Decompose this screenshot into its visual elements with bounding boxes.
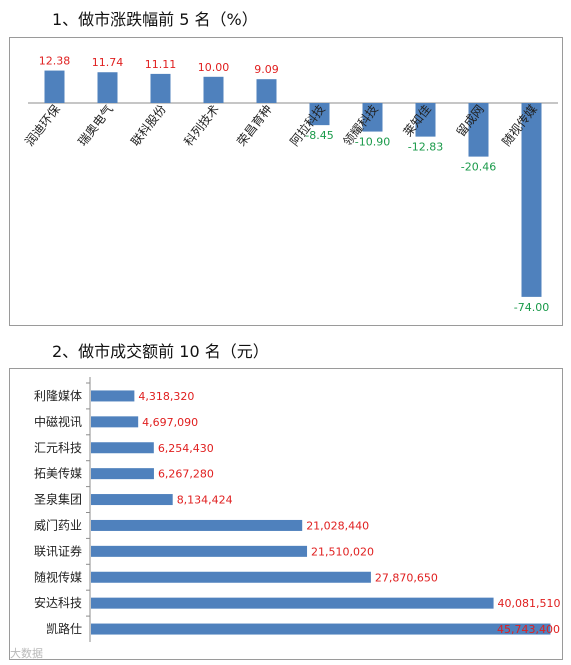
watermark-text: 大数据 bbox=[10, 647, 43, 660]
bar-1 bbox=[91, 390, 135, 402]
chart2-heading: 2、做市成交额前 10 名（元） bbox=[52, 342, 269, 361]
bar-4 bbox=[91, 468, 154, 480]
bar-5 bbox=[256, 79, 277, 103]
turnover-bar-chart: 利隆媒体 4,318,320 中磁视讯 4,697,090 汇元科技 6,254,430 拓… bbox=[34, 377, 561, 642]
category-label-5: 荣昌育种 bbox=[233, 102, 274, 149]
value-label-5: 8,134,424 bbox=[177, 494, 233, 507]
bar-8 bbox=[91, 571, 371, 583]
category-label-1: 利隆媒体 bbox=[34, 388, 82, 403]
chart1-frame: 12.38 润迪环保 11.74 瑞奥电气 11.11 联科股份 10.00 科列技术 9.09… bbox=[9, 37, 563, 326]
category-label-4: 拓美传媒 bbox=[34, 466, 82, 481]
category-label-2: 中磁视讯 bbox=[34, 414, 82, 429]
value-label-3: 11.11 bbox=[145, 58, 177, 71]
category-label-8: 随视传媒 bbox=[34, 569, 82, 584]
value-label-4: 10.00 bbox=[198, 61, 230, 74]
category-label-3: 汇元科技 bbox=[34, 441, 82, 455]
value-label-3: 6,254,430 bbox=[158, 442, 214, 455]
chart1-heading: 1、做市涨跌幅前 5 名（%） bbox=[52, 10, 258, 29]
value-label-6: -8.45 bbox=[305, 129, 333, 142]
category-label-4: 科列技术 bbox=[181, 102, 222, 148]
category-label-5: 圣泉集团 bbox=[34, 492, 82, 507]
bar-8 bbox=[415, 103, 436, 137]
bar-3 bbox=[150, 73, 171, 103]
value-label-6: 21,028,440 bbox=[306, 519, 369, 532]
bar-9 bbox=[468, 103, 489, 157]
category-label-7: 联讯证券 bbox=[34, 543, 82, 558]
bar-10 bbox=[91, 623, 551, 635]
value-label-8: -12.83 bbox=[408, 141, 443, 154]
bar-10 bbox=[521, 103, 542, 297]
bar-2 bbox=[91, 416, 139, 428]
category-label-3: 联科股份 bbox=[128, 102, 169, 148]
bar-2 bbox=[97, 72, 118, 103]
value-label-9: 40,081,510 bbox=[498, 597, 561, 610]
bar-3 bbox=[91, 442, 154, 454]
bar-5 bbox=[91, 494, 173, 506]
category-label-1: 润迪环保 bbox=[22, 102, 63, 148]
bar-7 bbox=[91, 545, 308, 557]
category-label-6: 威门药业 bbox=[34, 517, 82, 532]
bar-6 bbox=[309, 103, 330, 126]
category-label-9: 安达科技 bbox=[34, 595, 82, 610]
bar-4 bbox=[203, 76, 224, 103]
bar-6 bbox=[91, 519, 303, 531]
value-label-4: 6,267,280 bbox=[158, 468, 214, 481]
bar-1 bbox=[44, 70, 65, 103]
value-label-2: 4,697,090 bbox=[142, 416, 198, 429]
value-label-7: 21,510,020 bbox=[311, 545, 374, 558]
value-label-7: -10.90 bbox=[355, 136, 390, 149]
value-label-1: 12.38 bbox=[39, 55, 71, 68]
category-label-10: 凯路仕 bbox=[46, 621, 82, 636]
value-label-9: -20.46 bbox=[461, 161, 496, 174]
price-change-bar-chart: 12.38 润迪环保 11.74 瑞奥电气 11.11 联科股份 10.00 科列技术 9.09… bbox=[22, 55, 558, 314]
value-label-2: 11.74 bbox=[92, 56, 124, 69]
value-label-10: 45,743,400 bbox=[497, 623, 560, 636]
bar-9 bbox=[91, 597, 494, 609]
bar-7 bbox=[362, 103, 383, 132]
value-label-8: 27,870,650 bbox=[375, 571, 438, 584]
value-label-1: 4,318,320 bbox=[138, 390, 194, 403]
chart2-frame: 利隆媒体 4,318,320 中磁视讯 4,697,090 汇元科技 6,254,430 拓… bbox=[9, 368, 563, 660]
category-label-2: 瑞奥电气 bbox=[74, 102, 115, 149]
value-label-5: 9.09 bbox=[254, 63, 279, 76]
value-label-10: -74.00 bbox=[514, 301, 549, 314]
